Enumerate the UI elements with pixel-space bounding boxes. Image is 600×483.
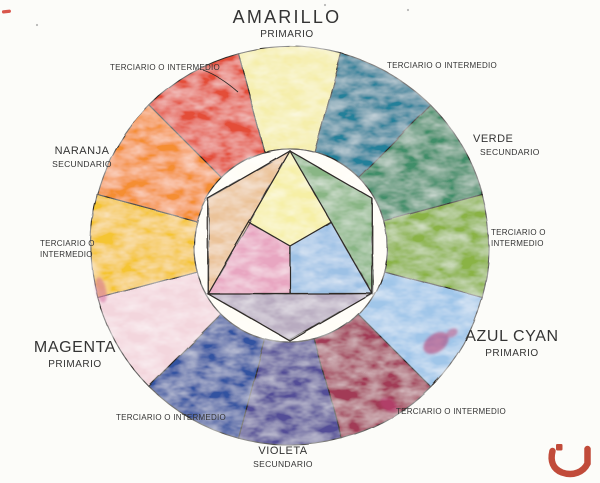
label-violeta-title: VIOLETA bbox=[258, 445, 308, 457]
triangle-divider-line bbox=[248, 221, 291, 247]
scan-speck bbox=[35, 23, 39, 27]
label-terciario-left-line2: INTERMEDIO bbox=[40, 249, 93, 259]
brand-mark-dot-icon bbox=[556, 444, 563, 451]
label-naranja: NARANJA SECUNDARIO bbox=[38, 145, 126, 169]
crayon-smudge bbox=[380, 397, 398, 413]
label-terciario-right-line2: INTERMEDIO bbox=[491, 238, 544, 248]
label-amarillo-subtitle: PRIMARIO bbox=[260, 28, 314, 40]
label-terciario-top-right: TERCIARIO O INTERMEDIO bbox=[387, 61, 497, 70]
crayon-smudge bbox=[95, 277, 107, 303]
scan-speck bbox=[323, 3, 327, 7]
crayon-smudge bbox=[446, 328, 458, 338]
label-amarillo-title: AMARILLO bbox=[232, 7, 342, 27]
label-naranja-subtitle: SECUNDARIO bbox=[52, 158, 112, 169]
label-terciario-right: TERCIARIO O INTERMEDIO bbox=[491, 228, 546, 250]
triangle-divider-line bbox=[289, 221, 332, 247]
label-terciario-bottom-right: TERCIARIO O INTERMEDIO bbox=[396, 407, 506, 416]
crayon-smudge bbox=[423, 332, 449, 354]
label-verde-subtitle: SECUNDARIO bbox=[480, 146, 540, 157]
label-azul-cyan: AZUL CYAN PRIMARIO bbox=[462, 328, 562, 359]
label-amarillo: AMARILLO PRIMARIO bbox=[214, 8, 360, 40]
label-violeta: VIOLETA SECUNDARIO bbox=[233, 445, 333, 469]
hexagon-outline bbox=[207, 150, 373, 342]
scan-speck bbox=[406, 8, 410, 12]
scan-red-dash bbox=[1, 9, 11, 14]
label-verde: VERDE SECUNDARIO bbox=[473, 133, 540, 157]
label-magenta: MAGENTA PRIMARIO bbox=[27, 339, 123, 370]
label-magenta-title: MAGENTA bbox=[33, 339, 117, 356]
leader-line-terciario-top-left bbox=[202, 69, 239, 93]
label-terciario-left: TERCIARIO O INTERMEDIO bbox=[40, 239, 95, 261]
label-terciario-left-line1: TERCIARIO O bbox=[40, 239, 95, 248]
label-terciario-bottom-left: TERCIARIO O INTERMEDIO bbox=[116, 413, 226, 422]
label-azul-cyan-title: AZUL CYAN bbox=[465, 328, 559, 345]
label-verde-title: VERDE bbox=[473, 133, 514, 145]
label-naranja-title: NARANJA bbox=[54, 145, 110, 157]
label-violeta-subtitle: SECUNDARIO bbox=[253, 458, 313, 469]
brand-mark-icon bbox=[548, 445, 591, 478]
label-magenta-subtitle: PRIMARIO bbox=[48, 358, 102, 370]
label-azul-cyan-subtitle: PRIMARIO bbox=[485, 347, 539, 359]
label-terciario-right-line1: TERCIARIO O bbox=[491, 228, 546, 237]
label-terciario-top-left: TERCIARIO O INTERMEDIO bbox=[110, 63, 220, 72]
